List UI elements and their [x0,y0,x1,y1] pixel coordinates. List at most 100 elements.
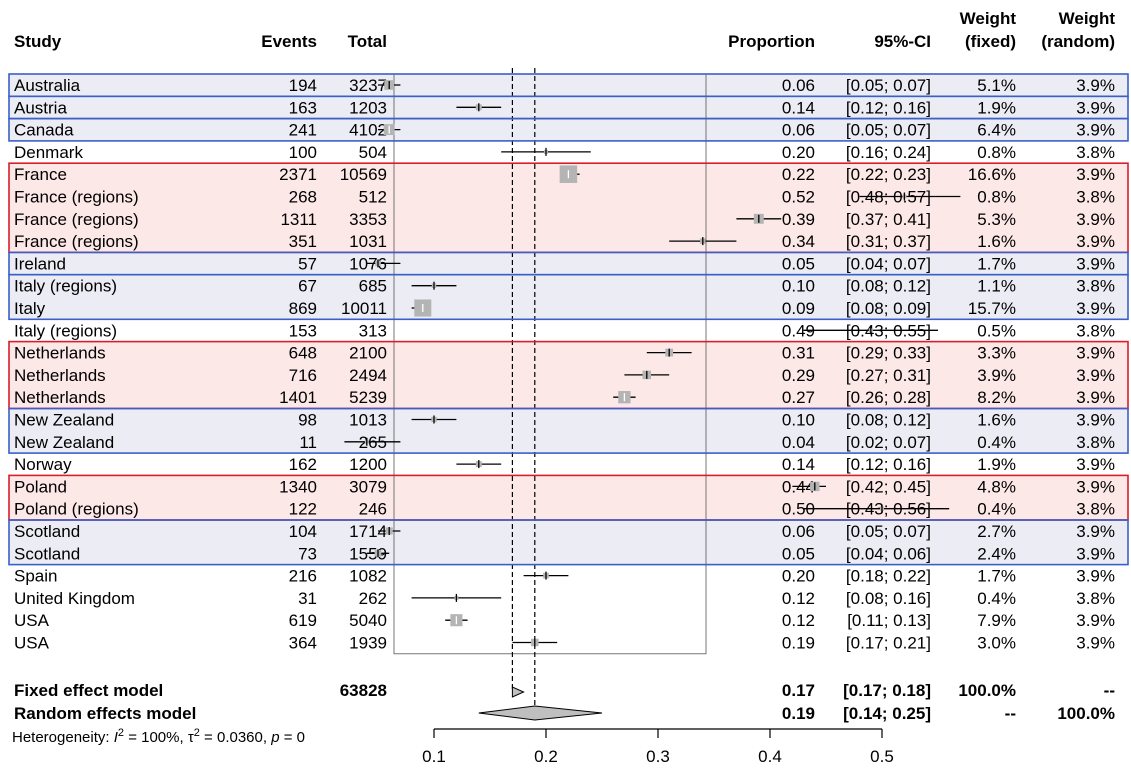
fixed-proportion: 0.17 [782,681,815,700]
study-proportion: 0.06 [782,76,815,95]
fixed-total: 63828 [340,681,387,700]
study-name: Norway [14,455,72,474]
header-events: Events [261,32,317,51]
study-ci: [0.18; 0.22] [846,567,931,586]
fixed-weight-fixed: 100.0% [958,681,1016,700]
study-weight-fixed: 7.9% [977,611,1016,630]
study-proportion: 0.49 [782,321,815,340]
study-proportion: 0.04 [782,433,815,452]
study-events: 716 [289,366,317,385]
study-weight-fixed: 0.4% [977,500,1016,519]
study-total: 1082 [349,567,387,586]
study-ci: [0.04; 0.06] [846,544,931,563]
study-events: 194 [289,76,317,95]
random-label: Random effects model [14,704,196,723]
study-ci: [0.08; 0.16] [846,589,931,608]
study-name: Ireland [14,254,66,273]
group-borders [8,73,1129,566]
group-fill-2 [9,118,1128,141]
study-name: United Kingdom [14,589,135,608]
study-name: Scotland [14,522,80,541]
study-name: USA [14,634,50,653]
study-proportion: 0.12 [782,589,815,608]
study-weight-random: 3.9% [1076,544,1115,563]
study-total: 313 [359,321,387,340]
study-total: 10569 [340,165,387,184]
study-events: 11 [299,433,317,452]
study-proportion: 0.05 [782,254,815,273]
study-events: 31 [298,589,317,608]
study-events: 241 [289,121,317,140]
header-total: Total [348,32,387,51]
header-weight-fixed-1: Weight [960,9,1017,28]
study-events: 1311 [280,210,317,229]
study-ci: [0.08; 0.12] [846,277,931,296]
study-events: 2371 [279,165,317,184]
study-name: Italy (regions) [14,277,117,296]
study-marks [344,80,961,647]
study-ci: [0.12; 0.16] [846,455,931,474]
study-weight-fixed: 1.7% [977,254,1016,273]
random-diamond [478,705,603,721]
study-events: 98 [298,411,317,430]
study-weight-random: 3.8% [1076,589,1115,608]
study-weight-random: 3.8% [1076,321,1115,340]
group-fill-9 [9,520,1128,565]
x-axis: 0.1 0.2 0.3 0.4 0.5 [422,728,894,766]
study-weight-random: 3.9% [1076,455,1115,474]
study-proportion: 0.06 [782,121,815,140]
x-tick-label: 0.2 [534,747,558,766]
study-weight-fixed: 16.6% [968,165,1016,184]
study-proportion: 0.09 [782,299,815,318]
study-total: 4102 [349,121,387,140]
study-weight-random: 3.9% [1076,366,1115,385]
header-weight-random-2: (random) [1041,32,1115,51]
study-total: 5239 [349,388,387,407]
study-name: Netherlands [14,366,106,385]
study-name: Poland (regions) [14,500,139,519]
study-proportion: 0.10 [782,411,815,430]
study-ci: [0.22; 0.23] [846,165,931,184]
study-ci: [0.05; 0.07] [846,522,931,541]
study-weight-fixed: 3.0% [977,634,1016,653]
study-weight-fixed: 8.2% [977,388,1016,407]
random-ci: [0.14; 0.25] [843,704,931,723]
study-ci: [0.08; 0.12] [846,411,931,430]
header-weight-random-1: Weight [1059,9,1116,28]
study-weight-random: 3.9% [1076,344,1115,363]
study-events: 648 [289,344,317,363]
study-total: 1203 [349,98,387,117]
header-proportion: Proportion [728,32,815,51]
study-ci: [0.11; 0.13] [847,611,931,630]
study-weight-random: 3.9% [1076,299,1115,318]
study-total: 3079 [349,477,387,496]
header-weight-fixed-2: (fixed) [965,32,1016,51]
study-proportion: 0.29 [782,366,815,385]
study-total: 10011 [341,299,387,318]
study-weight-random: 3.9% [1076,232,1115,251]
study-name: France (regions) [14,188,139,207]
study-name: USA [14,611,50,630]
study-name: Austria [14,98,67,117]
study-weight-random: 3.8% [1076,500,1115,519]
group-highlights [9,74,1128,565]
study-events: 364 [289,634,317,653]
study-weight-fixed: 5.1% [977,76,1016,95]
study-weight-random: 3.9% [1076,76,1115,95]
study-weight-fixed: 2.4% [977,544,1016,563]
study-proportion: 0.12 [782,611,815,630]
study-weight-fixed: 0.8% [977,143,1016,162]
study-proportion: 0.20 [782,567,815,586]
study-weight-fixed: 3.3% [977,344,1016,363]
study-total: 5040 [349,611,387,630]
study-weight-fixed: 4.8% [977,477,1016,496]
study-weight-fixed: 0.4% [977,589,1016,608]
group-fill-1 [9,96,1128,119]
fixed-weight-random: -- [1104,681,1115,700]
study-proportion: 0.19 [782,634,815,653]
study-events: 100 [289,143,317,162]
group-fill-7 [9,408,1128,454]
fixed-ci: [0.17; 0.18] [843,681,931,700]
study-weight-random: 3.9% [1076,411,1115,430]
study-ci: [0.05; 0.07] [846,121,931,140]
